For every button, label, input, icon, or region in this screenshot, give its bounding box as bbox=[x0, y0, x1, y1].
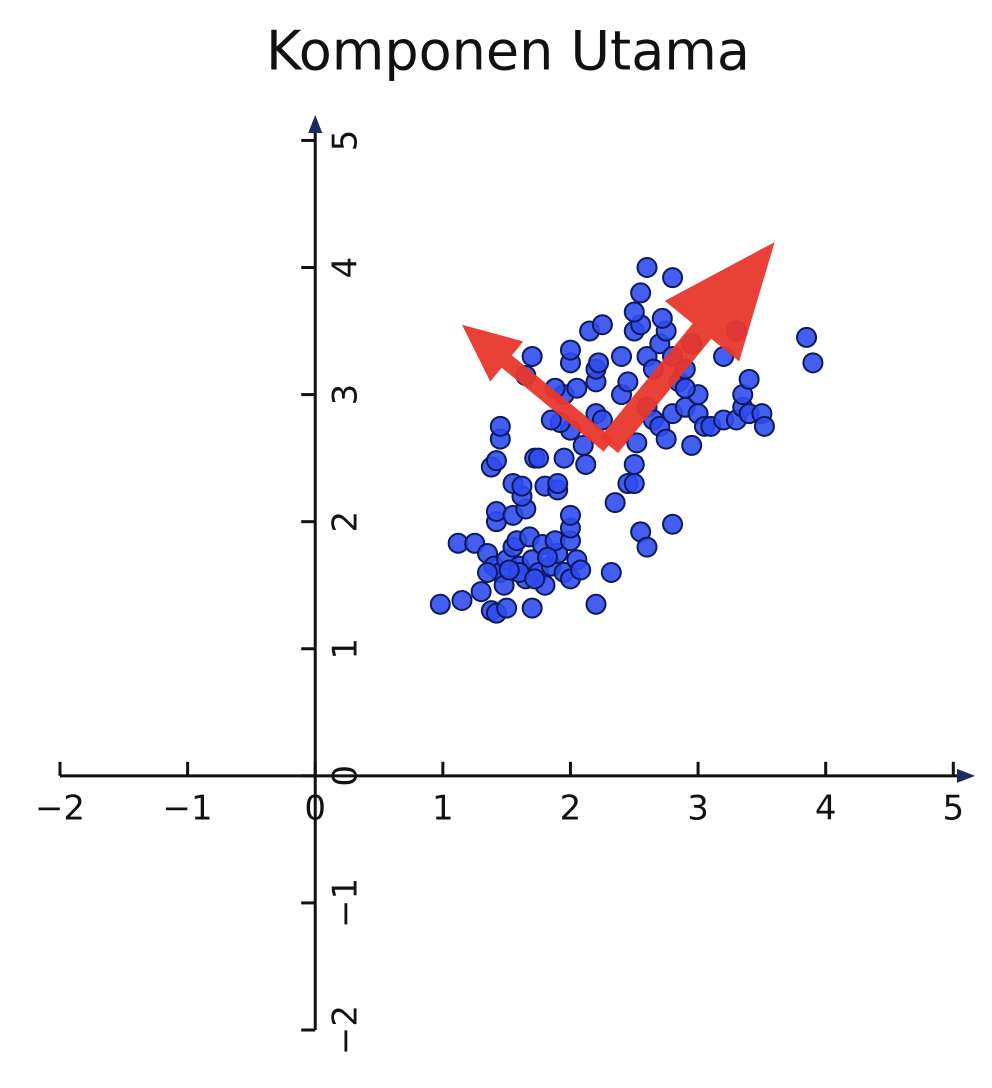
point bbox=[796, 326, 818, 348]
x-tick-label: −2 bbox=[35, 788, 85, 828]
point bbox=[802, 352, 824, 374]
point bbox=[623, 301, 645, 323]
point bbox=[559, 504, 581, 526]
point bbox=[572, 434, 594, 456]
point bbox=[553, 447, 575, 469]
point bbox=[674, 377, 696, 399]
point bbox=[681, 434, 703, 456]
point bbox=[485, 450, 507, 472]
point bbox=[636, 257, 658, 278]
point bbox=[591, 409, 613, 431]
point bbox=[630, 282, 652, 304]
point bbox=[617, 371, 639, 393]
x-tick-label: 1 bbox=[432, 788, 454, 828]
chart-title: Komponen Utama bbox=[266, 20, 750, 83]
point bbox=[600, 562, 622, 583]
point bbox=[604, 492, 626, 514]
point bbox=[540, 409, 562, 431]
point bbox=[662, 513, 684, 535]
point bbox=[521, 597, 543, 619]
point bbox=[489, 415, 511, 437]
point bbox=[662, 267, 684, 289]
point bbox=[496, 597, 518, 619]
point bbox=[521, 345, 543, 367]
point bbox=[585, 593, 607, 615]
y-tick-label: 5 bbox=[326, 130, 366, 152]
point bbox=[636, 536, 658, 558]
point bbox=[626, 432, 648, 454]
point bbox=[588, 352, 610, 374]
point bbox=[611, 345, 633, 367]
point bbox=[511, 475, 533, 497]
x-axis-arrow bbox=[957, 768, 975, 783]
point bbox=[651, 307, 673, 329]
point bbox=[429, 593, 451, 615]
point bbox=[566, 377, 588, 399]
x-tick-label: 0 bbox=[304, 788, 326, 828]
point bbox=[623, 473, 645, 495]
point bbox=[559, 339, 581, 361]
point bbox=[753, 415, 775, 437]
x-tick-label: 2 bbox=[560, 788, 582, 828]
y-tick-label: −2 bbox=[326, 1005, 366, 1055]
point bbox=[655, 428, 677, 450]
point bbox=[575, 453, 597, 475]
point bbox=[570, 559, 592, 581]
x-tick-label: −1 bbox=[163, 788, 213, 828]
y-tick-label: 1 bbox=[326, 638, 366, 660]
point bbox=[477, 562, 499, 583]
point bbox=[738, 368, 760, 390]
y-tick-label: −1 bbox=[326, 878, 366, 928]
x-tick-label: 5 bbox=[942, 788, 964, 828]
y-axis-arrow bbox=[308, 115, 323, 133]
point bbox=[528, 447, 550, 469]
y-tick-label: 0 bbox=[326, 765, 366, 787]
point bbox=[536, 546, 558, 568]
component-arrow bbox=[461, 324, 614, 452]
point bbox=[451, 589, 473, 611]
point bbox=[623, 453, 645, 475]
x-tick-label: 4 bbox=[815, 788, 837, 828]
x-tick-label: 3 bbox=[687, 788, 709, 828]
point bbox=[470, 581, 492, 603]
point bbox=[547, 473, 569, 495]
point bbox=[498, 559, 520, 581]
point bbox=[591, 314, 613, 336]
y-tick-label: 4 bbox=[326, 257, 366, 279]
point bbox=[524, 568, 546, 590]
component-arrow bbox=[599, 242, 775, 454]
y-tick-label: 2 bbox=[326, 511, 366, 533]
y-tick-label: 3 bbox=[326, 384, 366, 406]
